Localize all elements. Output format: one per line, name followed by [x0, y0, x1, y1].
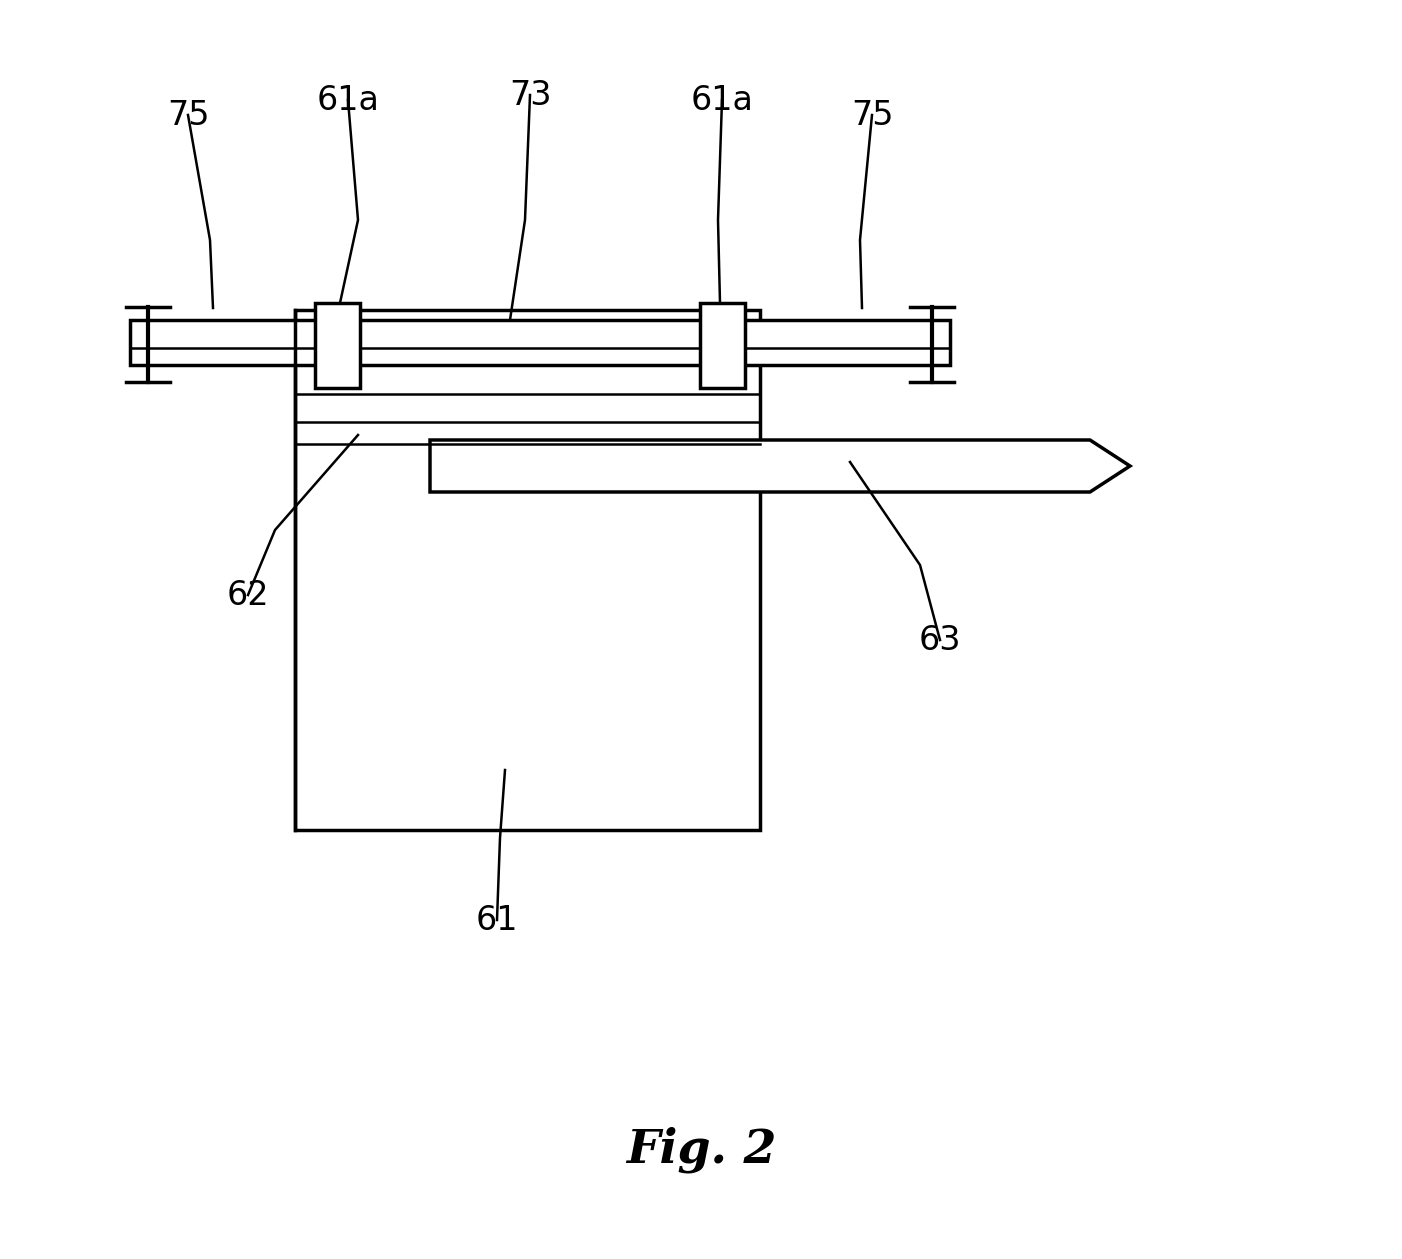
- Text: 63: 63: [918, 623, 962, 656]
- Bar: [294, 310, 760, 830]
- Text: 75: 75: [167, 98, 209, 131]
- Text: 61: 61: [475, 904, 519, 937]
- Bar: [700, 303, 744, 388]
- Text: 75: 75: [851, 98, 893, 131]
- Text: 61a: 61a: [317, 83, 380, 117]
- Text: Fig. 2: Fig. 2: [625, 1127, 777, 1173]
- Bar: [130, 320, 951, 365]
- Text: 73: 73: [509, 78, 551, 112]
- Bar: [315, 303, 360, 388]
- Text: 61a: 61a: [691, 83, 753, 117]
- Polygon shape: [430, 439, 1130, 492]
- Text: 62: 62: [227, 578, 269, 612]
